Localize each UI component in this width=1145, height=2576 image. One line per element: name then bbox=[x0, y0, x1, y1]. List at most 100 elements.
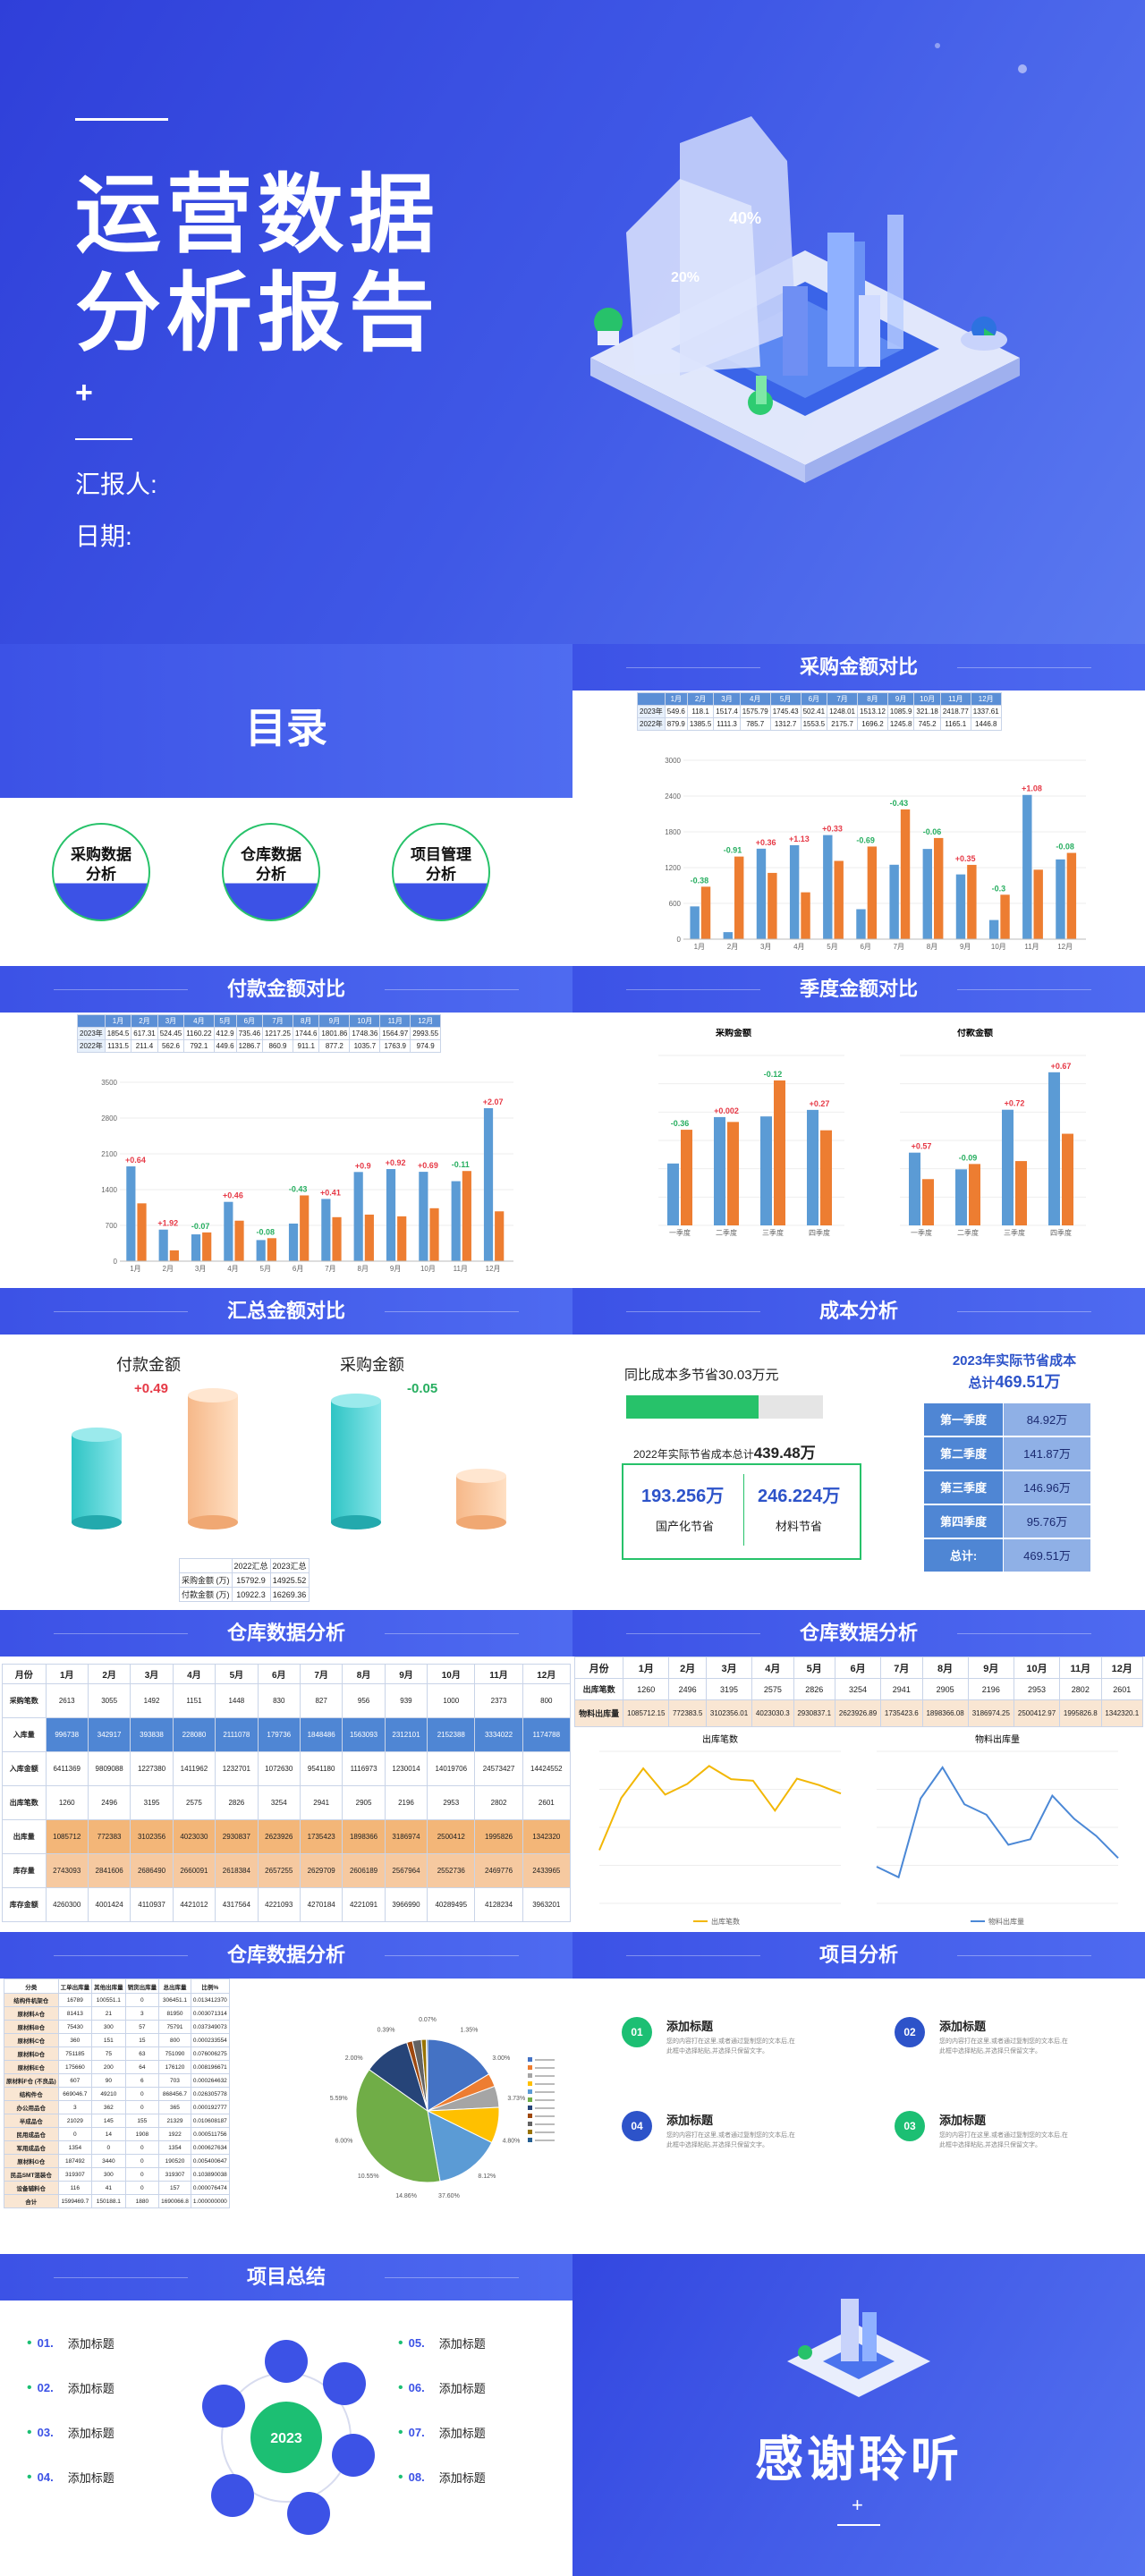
data-cell: 175660 bbox=[57, 2060, 93, 2074]
x-tick-label: 11月 bbox=[454, 1265, 468, 1273]
x-tick-label: 4月 bbox=[227, 1265, 238, 1273]
month-header: 9月 bbox=[886, 692, 915, 706]
warehouse1-header: 仓库数据分析 bbox=[0, 1610, 572, 1657]
summary-item-title: 添加标题 bbox=[67, 2471, 114, 2485]
summary-list-item: • 08. 添加标题 bbox=[398, 2469, 486, 2486]
cell-2023: 1337.61 bbox=[970, 705, 1002, 718]
quarter-savings-row: 第二季度 141.87万 bbox=[923, 1436, 1091, 1470]
data-cell: 1342320.1 bbox=[1100, 1699, 1144, 1727]
summary-item-title: 添加标题 bbox=[67, 2427, 114, 2440]
data-cell: 2312101 bbox=[384, 1717, 428, 1752]
q-bar-2022 bbox=[820, 1130, 832, 1225]
material-value: 246.224万 bbox=[758, 1487, 841, 1506]
data-cell: 2567964 bbox=[384, 1853, 428, 1888]
y-tick-label: 1200 bbox=[665, 864, 681, 872]
data-cell: 21 bbox=[91, 2006, 126, 2021]
cell-2022: 1312.7 bbox=[769, 717, 802, 731]
data-cell: 4260300 bbox=[45, 1887, 89, 1922]
data-cell: 3186974 bbox=[384, 1819, 428, 1854]
data-cell: 1342320 bbox=[522, 1819, 572, 1854]
data-cell: 2601 bbox=[1100, 1678, 1144, 1700]
x-tick-label: 10月 bbox=[420, 1265, 436, 1273]
month-header: 7月 bbox=[880, 1657, 923, 1679]
x-tick-label: 2月 bbox=[727, 943, 738, 951]
data-cell: 49210 bbox=[91, 2087, 126, 2101]
cell-2022: 1035.7 bbox=[349, 1039, 381, 1053]
data-cell: 81413 bbox=[57, 2006, 93, 2021]
line-chart-title: 出库笔数 bbox=[702, 1733, 738, 1745]
data-cell: 200 bbox=[91, 2060, 126, 2074]
data-cell: 4421012 bbox=[172, 1887, 216, 1922]
summary-project-header: 项目总结 bbox=[0, 2254, 572, 2301]
pie-label: 3.00% bbox=[492, 2055, 510, 2062]
month-header: 10月 bbox=[349, 1014, 381, 1028]
data-label: +0.67 bbox=[1051, 1062, 1072, 1071]
month-header: 12月 bbox=[970, 692, 1002, 706]
data-cell: 393838 bbox=[130, 1717, 174, 1752]
legend-label: 出库笔数 bbox=[711, 1917, 740, 1926]
pay-cyl-title: 付款金额 bbox=[116, 1356, 181, 1374]
mini-illustration bbox=[787, 2299, 930, 2397]
y2023-title: 2023年实际节省成本 总计469.51万 bbox=[952, 1353, 1077, 1391]
date-label: 日期: bbox=[75, 522, 132, 550]
x-tick-label: 3月 bbox=[195, 1265, 206, 1273]
cell-2022: 1696.2 bbox=[857, 717, 888, 731]
q-bar-2023 bbox=[1002, 1109, 1014, 1225]
data-cell: 1898366 bbox=[342, 1819, 386, 1854]
data-cell: 365 bbox=[158, 2100, 191, 2114]
cell-2023: 524.45 bbox=[157, 1027, 185, 1040]
row-label: 民用成品仓 bbox=[4, 2127, 59, 2141]
payment-chart: 0 700 1400 2100 2800 3500 +0.64 1月 +1.92 2月 -0.07 3… bbox=[101, 1079, 513, 1273]
data-cell: 3195 bbox=[705, 1678, 753, 1700]
summary-item-number: 04. bbox=[37, 2470, 54, 2484]
q-bar-2022 bbox=[1062, 1133, 1073, 1225]
data-cell: 116 bbox=[57, 2181, 93, 2195]
data-cell: 1116973 bbox=[342, 1751, 386, 1786]
data-cell: 4317564 bbox=[215, 1887, 259, 1922]
data-cell: 2606189 bbox=[342, 1853, 386, 1888]
warehouse3-table: 分类 工单出库量 其他出库量 销货出库量 总出库量 比例% 结构件机架仓 16789 10055… bbox=[4, 1979, 230, 2208]
x-tick-label: 4月 bbox=[793, 943, 804, 951]
y-tick-label: 1400 bbox=[101, 1186, 117, 1194]
row-label: 库存量 bbox=[2, 1853, 47, 1888]
cyl-pay-2022 bbox=[72, 1428, 122, 1530]
data-cell: 300 bbox=[91, 2020, 126, 2034]
summary-project-slide: 项目总结 2023 • 01. 添加标题 • 02. 添加标题 • 03. 添加标题 • 04. 添加… bbox=[0, 2254, 572, 2576]
cycle-center-label: 2023 bbox=[270, 2431, 302, 2446]
month-header: 1月 bbox=[45, 1664, 89, 1684]
data-cell: 1354 bbox=[57, 2140, 93, 2155]
data-cell: 9541180 bbox=[299, 1751, 344, 1786]
data-cell: 996738 bbox=[45, 1717, 89, 1752]
legend-label: 物料出库量 bbox=[988, 1917, 1024, 1926]
q-bar-2022 bbox=[727, 1122, 739, 1225]
summary-item-number: 03. bbox=[37, 2426, 54, 2439]
x-tick-label: 8月 bbox=[358, 1265, 369, 1273]
x-tick-label: 5月 bbox=[260, 1265, 271, 1273]
cell-2022: 1553.5 bbox=[800, 717, 828, 731]
bullet-icon: • bbox=[27, 2469, 32, 2485]
data-cell: 800 bbox=[158, 2033, 191, 2047]
month-header: 8月 bbox=[292, 1014, 320, 1028]
data-cell: 0.026305778 bbox=[190, 2087, 230, 2101]
toc-item-3[interactable]: 项目管理 分析 bbox=[392, 823, 490, 921]
bar-2023 bbox=[856, 909, 866, 939]
data-cell: 2601 bbox=[522, 1785, 572, 1820]
data-cell: 0.000511756 bbox=[190, 2127, 230, 2141]
cell-2022: 211.4 bbox=[131, 1039, 158, 1053]
bullet-icon: • bbox=[27, 2334, 32, 2351]
data-cell: 1085712.15 bbox=[623, 1699, 670, 1727]
cell-2022: 745.2 bbox=[913, 717, 941, 731]
summary-item-number: 02. bbox=[37, 2381, 54, 2394]
summary-r2-label: 付款金额 (万) bbox=[179, 1587, 233, 1602]
data-label: -0.43 bbox=[890, 799, 909, 808]
toc-item-2[interactable]: 仓库数据 分析 bbox=[222, 823, 320, 921]
toc-item-1[interactable]: 采购数据 分析 bbox=[52, 823, 150, 921]
data-cell: 0 bbox=[124, 2087, 160, 2101]
month-header: 12月 bbox=[522, 1664, 572, 1684]
x-tick-label: 三季度 bbox=[1004, 1228, 1025, 1237]
q-bar-2022 bbox=[969, 1164, 980, 1225]
data-cell: 2841606 bbox=[87, 1853, 131, 1888]
data-cell: 0 bbox=[91, 2140, 126, 2155]
data-cell: 300 bbox=[91, 2167, 126, 2182]
